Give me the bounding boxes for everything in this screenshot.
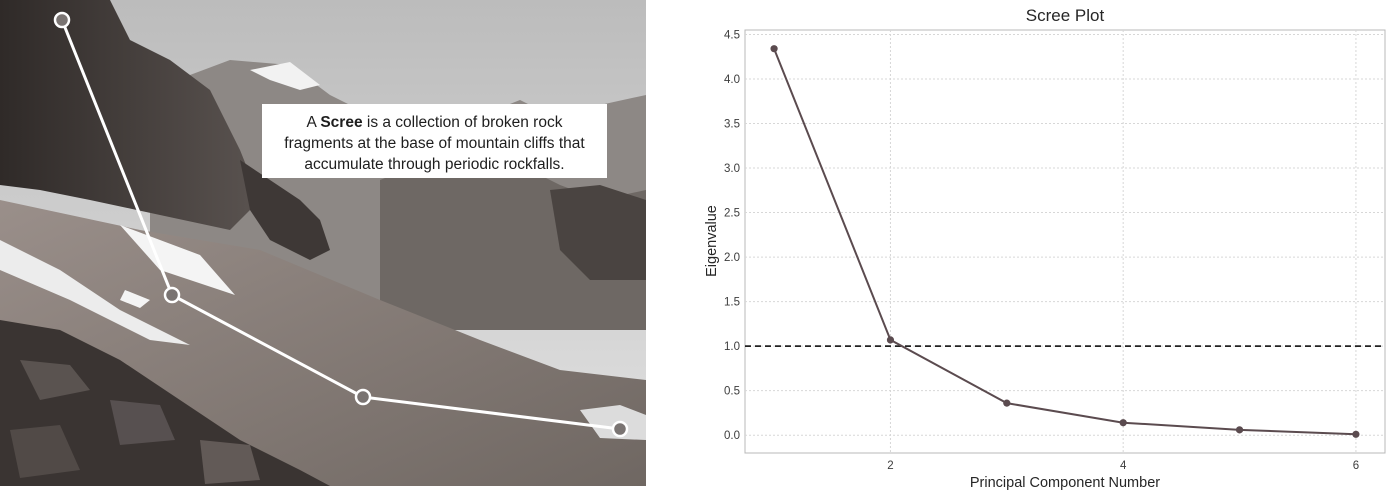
boulder	[110, 400, 175, 445]
eigenvalue-point	[770, 45, 778, 53]
y-tick-label: 1.5	[724, 297, 740, 309]
elbow-overlay-point	[611, 420, 629, 438]
x-tick-label: 4	[1120, 460, 1127, 472]
eigenvalue-point	[1119, 419, 1127, 427]
caption-line-1: A Scree is a collection of broken rock	[307, 114, 563, 131]
y-tick-label: 2.0	[724, 252, 740, 264]
eigenvalue-point	[1235, 426, 1244, 434]
chart-title: Scree Plot	[1026, 6, 1105, 25]
rock-pinnacles	[240, 160, 330, 260]
right-cliff	[550, 185, 646, 280]
scree-plot-chart: 0.0 0.5 1.0 1.5 2.0 2.5 3.0 3.5 4.0 4.5 2 4 6 Scree…	[704, 6, 1386, 491]
boulder	[200, 440, 260, 484]
y-axis-label: Eigenvalue	[704, 205, 720, 277]
y-tick-label: 3.5	[724, 119, 740, 131]
x-tick-label: 6	[1353, 460, 1359, 472]
caption-line-3: accumulate through periodic rockfalls.	[304, 156, 564, 173]
y-tick-label: 2.5	[724, 208, 740, 220]
boulder	[10, 425, 80, 478]
series-layer	[770, 45, 1360, 438]
x-tick-labels: 2 4 6	[887, 460, 1359, 472]
elbow-overlay-line	[60, 19, 621, 431]
y-tick-labels: 0.0 0.5 1.0 1.5 2.0 2.5 3.0 3.5 4.0 4.5	[724, 29, 740, 442]
scree-photo: A Scree is a collection of broken rock f…	[0, 0, 646, 486]
y-tick-label: 4.0	[724, 74, 740, 86]
eigenvalue-series-line	[773, 48, 1356, 436]
y-tick-label: 4.5	[724, 29, 740, 41]
elbow-overlay-point	[53, 11, 71, 29]
y-tick-label: 0.5	[724, 386, 740, 398]
elbow-overlay-point	[354, 388, 372, 406]
y-tick-label: 3.0	[724, 163, 740, 175]
snow-patch	[120, 225, 235, 295]
x-tick-label: 2	[887, 460, 893, 472]
x-axis-label: Principal Component Number	[970, 475, 1160, 491]
boulder-field	[0, 320, 330, 486]
snow-peak	[250, 62, 320, 90]
eigenvalue-point	[1003, 399, 1011, 407]
snow-patch	[0, 240, 190, 345]
caption-line-2: fragments at the base of mountain cliffs…	[284, 135, 585, 152]
rock-cliff	[0, 0, 260, 230]
snow-patch	[580, 405, 646, 440]
plot-frame	[744, 29, 1386, 454]
eigenvalue-point	[886, 336, 895, 344]
elbow-overlay-point	[163, 286, 181, 304]
eigenvalue-point	[1352, 430, 1360, 438]
y-tick-label: 1.0	[724, 341, 740, 353]
boulder	[20, 360, 90, 400]
y-tick-label: 0.0	[724, 430, 740, 442]
snow-patch	[120, 290, 150, 308]
caption-box	[262, 104, 607, 178]
